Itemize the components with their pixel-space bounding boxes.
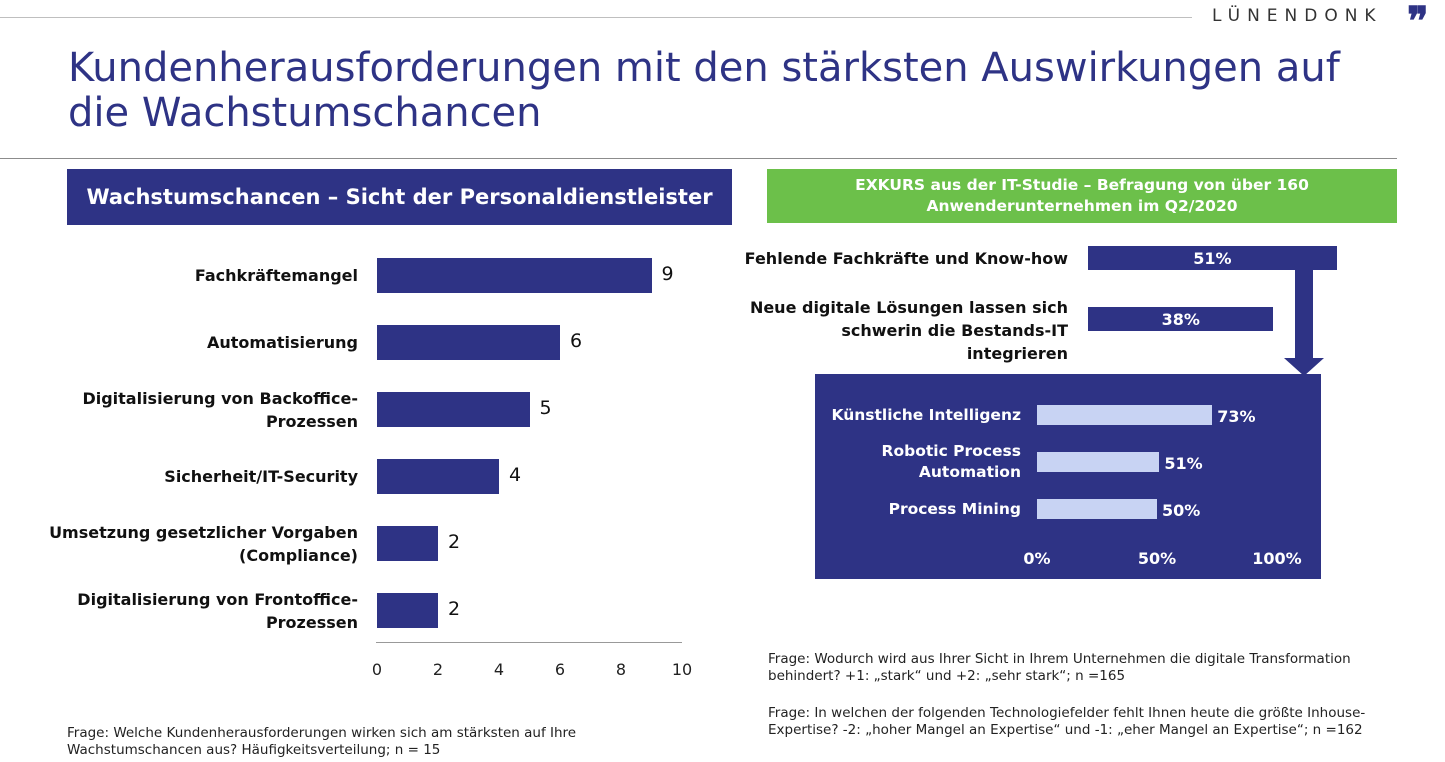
left-x-tick: 0	[371, 660, 383, 679]
left-x-tick: 4	[493, 660, 505, 679]
left-x-tick: 2	[432, 660, 444, 679]
right-bar-value: 38%	[1161, 309, 1200, 329]
title-separator	[0, 158, 1397, 159]
left-bar-value: 2	[448, 531, 461, 553]
left-bar	[377, 258, 652, 293]
right-bar: 38%	[1088, 307, 1274, 331]
left-category-label: Digitalisierung von Backoffice- Prozessen	[82, 388, 358, 431]
inner-category-label: Künstliche Intelligenz	[831, 405, 1021, 424]
left-bar	[377, 459, 499, 494]
right-bar-value: 51%	[1193, 248, 1232, 268]
inner-x-tick: 100%	[1252, 549, 1302, 568]
left-panel-header: Wachstumschancen – Sicht der Personaldie…	[67, 169, 732, 225]
top-rule	[0, 17, 1192, 18]
left-category-label: Fachkräftemangel	[194, 266, 358, 285]
left-bar-value: 4	[509, 464, 522, 486]
left-x-axis	[376, 642, 682, 643]
inner-category-label: Robotic Process Automation	[881, 442, 1021, 481]
right-category-label: Neue digitale Lösungen lassen sich schwer…	[749, 298, 1068, 363]
left-x-tick: 8	[615, 660, 627, 679]
left-bar-value: 6	[570, 330, 583, 352]
brand-quote-icon: ❞	[1407, 0, 1429, 45]
left-bar-value: 2	[448, 598, 461, 620]
right-question-2: Frage: In welchen der folgenden Technolo…	[768, 705, 1366, 738]
inner-bar	[1037, 405, 1213, 425]
right-header-line1: EXKURS aus der IT-Studie – Befragung von…	[855, 176, 1309, 194]
left-bar	[377, 526, 438, 561]
inner-x-tick: 0%	[1023, 549, 1051, 568]
inner-bar-value: 50%	[1162, 501, 1201, 520]
left-question: Frage: Welche Kundenherausforderungen wi…	[67, 725, 577, 758]
left-x-tick: 10	[671, 660, 693, 679]
left-bar-value: 9	[661, 263, 674, 285]
left-bar	[377, 593, 438, 628]
page-title: Kundenherausforderungen mit den stärkste…	[68, 45, 1340, 136]
inner-bar	[1037, 452, 1160, 472]
left-category-label: Digitalisierung von Frontoffice- Prozesse…	[77, 589, 358, 632]
inner-category-label: Process Mining	[888, 499, 1021, 518]
right-question-1: Frage: Wodurch wird aus Ihrer Sicht in I…	[768, 651, 1351, 684]
left-category-label: Sicherheit/IT-Security	[164, 467, 358, 486]
inner-bar-value: 73%	[1217, 407, 1256, 426]
down-arrow-icon	[1284, 246, 1336, 376]
inner-bar-value: 51%	[1164, 454, 1203, 473]
left-category-label: Umsetzung gesetzlicher Vorgaben (Complian…	[49, 522, 358, 565]
left-bar	[377, 392, 530, 427]
left-category-label: Automatisierung	[207, 333, 358, 352]
right-panel-header: EXKURS aus der IT-Studie – Befragung von…	[767, 169, 1397, 223]
left-bar-value: 5	[539, 397, 552, 419]
right-header-line2: Anwenderunternehmen im Q2/2020	[926, 197, 1238, 215]
inner-x-tick: 50%	[1137, 549, 1177, 568]
left-bar	[377, 325, 560, 360]
left-x-tick: 6	[554, 660, 566, 679]
right-category-label: Fehlende Fachkräfte und Know-how	[744, 248, 1068, 268]
brand-name: LÜNENDONK	[1212, 6, 1383, 26]
inner-bar	[1037, 499, 1157, 519]
